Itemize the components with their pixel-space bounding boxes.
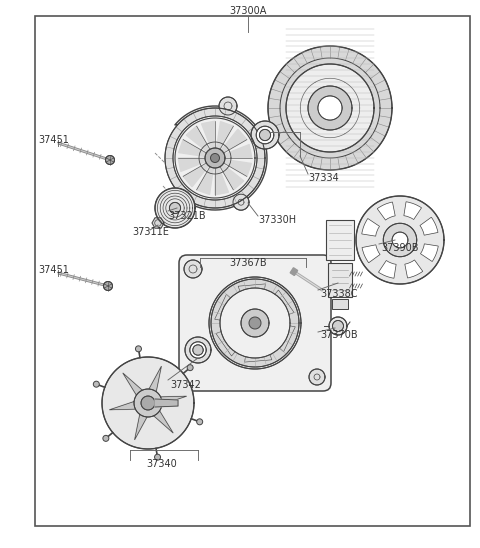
Polygon shape bbox=[197, 167, 214, 195]
Circle shape bbox=[187, 364, 193, 370]
Polygon shape bbox=[224, 145, 252, 158]
Circle shape bbox=[184, 260, 202, 278]
Circle shape bbox=[211, 279, 299, 367]
Circle shape bbox=[155, 454, 160, 460]
Polygon shape bbox=[179, 140, 206, 157]
Circle shape bbox=[308, 86, 352, 130]
Polygon shape bbox=[220, 164, 244, 190]
Wedge shape bbox=[377, 202, 395, 220]
Text: 37338C: 37338C bbox=[320, 289, 358, 299]
Circle shape bbox=[268, 46, 392, 170]
Text: 37451: 37451 bbox=[38, 135, 69, 145]
Polygon shape bbox=[216, 324, 250, 356]
Circle shape bbox=[392, 232, 408, 248]
Text: 37342: 37342 bbox=[170, 380, 201, 390]
Wedge shape bbox=[362, 245, 380, 262]
Text: 37340: 37340 bbox=[146, 459, 178, 469]
Circle shape bbox=[205, 148, 225, 168]
Circle shape bbox=[165, 108, 265, 208]
Circle shape bbox=[286, 64, 374, 152]
Bar bbox=[328, 263, 352, 297]
Text: 37367B: 37367B bbox=[229, 258, 267, 268]
Polygon shape bbox=[154, 411, 173, 433]
Polygon shape bbox=[175, 106, 267, 210]
Circle shape bbox=[329, 317, 347, 335]
Polygon shape bbox=[221, 129, 247, 153]
Text: 37370B: 37370B bbox=[320, 330, 358, 340]
Circle shape bbox=[93, 381, 99, 387]
Circle shape bbox=[141, 396, 155, 410]
Circle shape bbox=[190, 342, 206, 358]
Circle shape bbox=[241, 309, 269, 337]
Circle shape bbox=[103, 435, 109, 441]
Circle shape bbox=[134, 389, 162, 417]
Circle shape bbox=[219, 97, 237, 115]
Circle shape bbox=[309, 369, 325, 385]
Wedge shape bbox=[404, 202, 421, 220]
Polygon shape bbox=[290, 268, 298, 276]
Text: 37390B: 37390B bbox=[381, 243, 419, 253]
Polygon shape bbox=[134, 414, 147, 439]
Circle shape bbox=[173, 116, 257, 200]
Polygon shape bbox=[123, 373, 142, 395]
Circle shape bbox=[251, 121, 279, 149]
Circle shape bbox=[383, 223, 417, 256]
Bar bbox=[326, 220, 354, 260]
Polygon shape bbox=[109, 402, 135, 410]
Wedge shape bbox=[420, 244, 438, 261]
Circle shape bbox=[102, 357, 194, 449]
Polygon shape bbox=[202, 121, 215, 149]
Polygon shape bbox=[183, 163, 209, 187]
Circle shape bbox=[175, 118, 255, 198]
Polygon shape bbox=[215, 167, 228, 195]
Text: 37311E: 37311E bbox=[132, 227, 169, 237]
Wedge shape bbox=[420, 217, 438, 235]
Polygon shape bbox=[152, 218, 164, 228]
Circle shape bbox=[333, 321, 344, 332]
Polygon shape bbox=[161, 396, 187, 404]
Circle shape bbox=[135, 346, 142, 352]
Circle shape bbox=[249, 317, 261, 329]
Circle shape bbox=[169, 202, 180, 214]
Circle shape bbox=[356, 196, 444, 284]
Circle shape bbox=[233, 194, 249, 210]
Polygon shape bbox=[186, 126, 210, 152]
Text: 37321B: 37321B bbox=[168, 211, 205, 221]
Text: 37330H: 37330H bbox=[258, 215, 296, 225]
Polygon shape bbox=[155, 399, 178, 407]
Polygon shape bbox=[149, 366, 161, 392]
Circle shape bbox=[106, 156, 115, 164]
Circle shape bbox=[220, 288, 290, 358]
Polygon shape bbox=[263, 322, 295, 352]
Polygon shape bbox=[178, 158, 206, 172]
Polygon shape bbox=[216, 122, 233, 150]
Polygon shape bbox=[238, 284, 265, 312]
Circle shape bbox=[256, 126, 274, 144]
Circle shape bbox=[259, 129, 271, 141]
Circle shape bbox=[209, 277, 301, 369]
Circle shape bbox=[193, 345, 203, 355]
Circle shape bbox=[211, 153, 219, 163]
Bar bbox=[332, 299, 348, 309]
Text: 37334: 37334 bbox=[308, 173, 339, 183]
Text: 37300A: 37300A bbox=[229, 6, 267, 16]
Circle shape bbox=[318, 96, 342, 120]
Polygon shape bbox=[261, 290, 294, 322]
Wedge shape bbox=[362, 219, 380, 236]
FancyBboxPatch shape bbox=[179, 255, 331, 391]
Circle shape bbox=[197, 419, 203, 425]
Circle shape bbox=[155, 188, 195, 228]
Text: 37451: 37451 bbox=[38, 265, 69, 275]
Wedge shape bbox=[379, 260, 396, 278]
Wedge shape bbox=[405, 260, 423, 278]
Circle shape bbox=[104, 282, 112, 290]
Polygon shape bbox=[244, 334, 272, 362]
Polygon shape bbox=[215, 294, 248, 324]
Circle shape bbox=[185, 337, 211, 363]
Polygon shape bbox=[224, 159, 252, 176]
